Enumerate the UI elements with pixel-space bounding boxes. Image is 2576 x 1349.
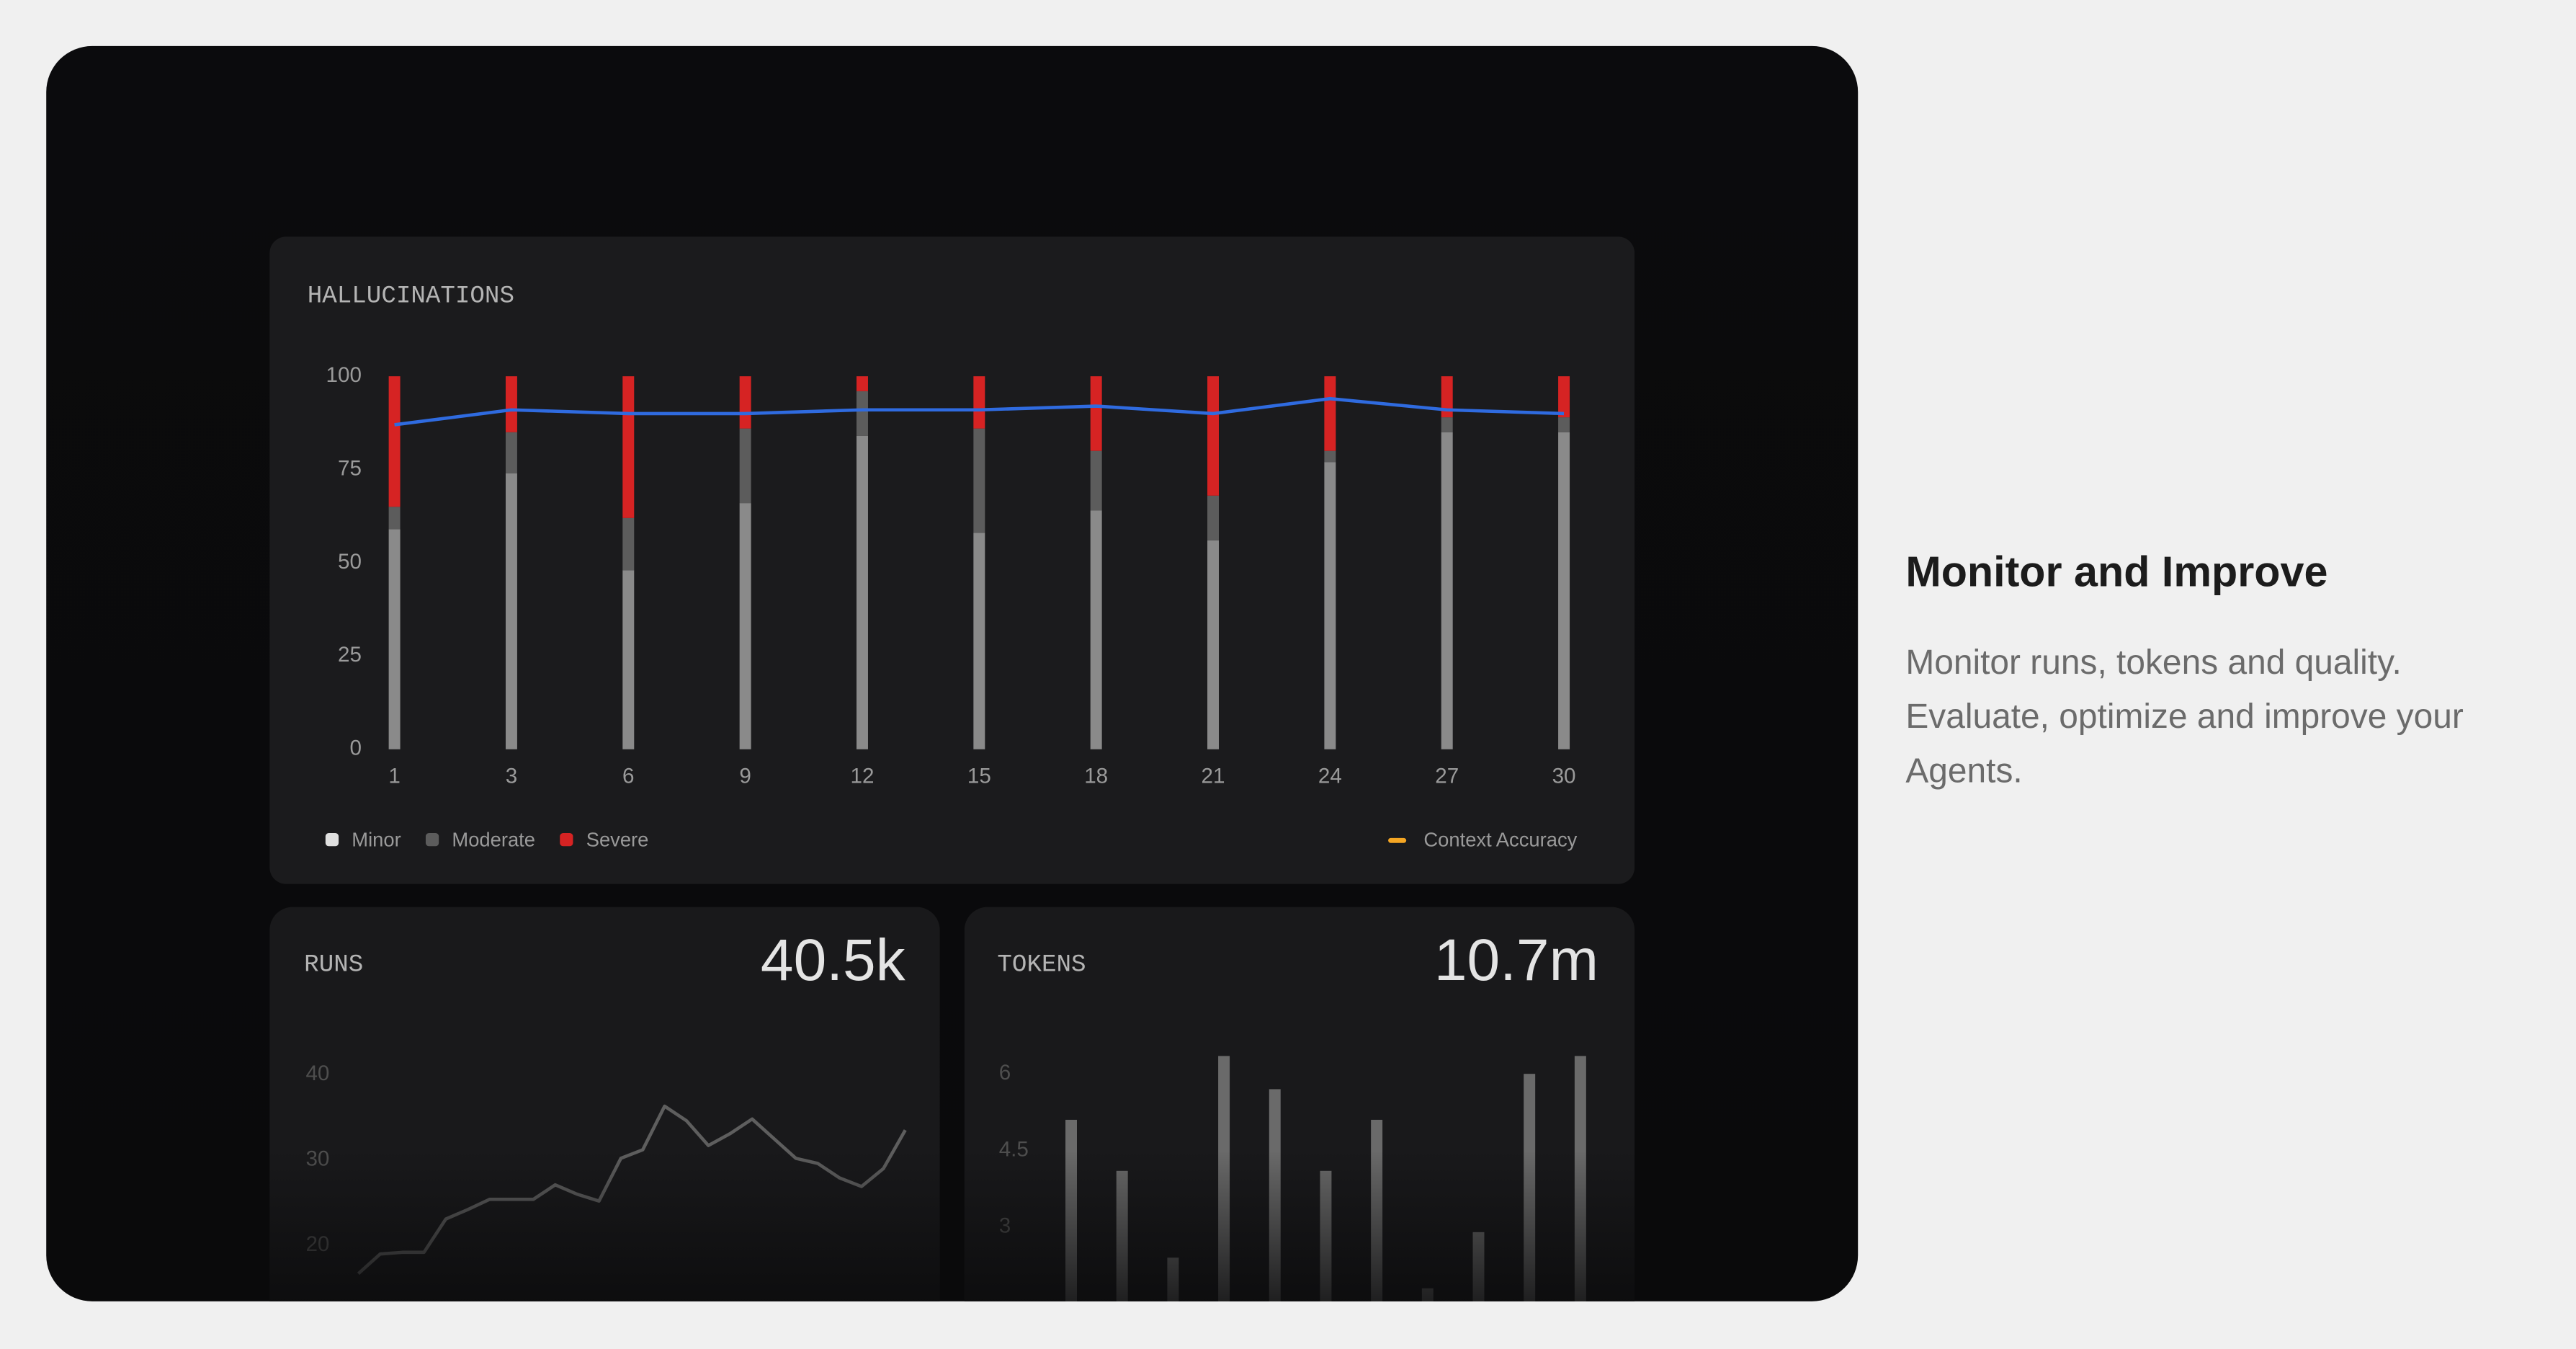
x-tick-label: 30	[1552, 764, 1576, 788]
bar-segment	[739, 428, 751, 504]
bar-segment	[622, 517, 635, 571]
y-tick-label: 25	[338, 643, 362, 667]
bar-segment	[857, 435, 868, 749]
x-tick-label: 21	[1202, 764, 1225, 788]
bar-segment	[1324, 462, 1336, 749]
y-tick-label: 40	[305, 1061, 329, 1085]
bar-segment	[622, 376, 635, 518]
bar-segment	[973, 376, 985, 429]
y-tick-label: 100	[326, 363, 362, 387]
fade	[269, 1150, 940, 1301]
bar-segment	[1441, 376, 1453, 418]
bar-segment	[1207, 495, 1220, 540]
bar-segment	[1441, 417, 1453, 432]
hallucinations-panel	[269, 236, 1635, 884]
bar-segment	[1558, 417, 1570, 432]
x-tick-label: 6	[622, 764, 634, 788]
x-tick-label: 27	[1435, 764, 1459, 788]
x-tick-label: 12	[851, 764, 875, 788]
bar-segment	[1207, 540, 1220, 749]
description: Monitor runs, tokens and quality. Evalua…	[1905, 644, 2464, 791]
bar-segment	[1324, 450, 1336, 463]
bar-segment	[739, 376, 751, 429]
bar-segment	[388, 507, 401, 530]
bar-segment	[622, 570, 635, 749]
fade	[964, 1150, 1635, 1301]
y-tick-label: 75	[338, 456, 362, 480]
bar-segment	[1558, 376, 1570, 418]
legend-label: Severe	[586, 829, 649, 851]
legend-swatch	[1388, 837, 1407, 843]
y-tick-label: 0	[350, 736, 362, 760]
bar-segment	[505, 473, 517, 749]
bar-segment	[1558, 432, 1570, 749]
legend-label: Context Accuracy	[1423, 829, 1577, 851]
legend-label: Minor	[352, 829, 401, 851]
y-tick-label: 50	[338, 550, 362, 574]
description-box: Monitor runs, tokens and quality. Evalua…	[1905, 644, 2464, 791]
bar-segment	[1090, 450, 1102, 511]
bar-segment	[1441, 432, 1453, 749]
x-tick-label: 18	[1084, 764, 1108, 788]
heading: Monitor and Improve	[1905, 548, 2327, 596]
x-tick-label: 15	[967, 764, 991, 788]
legend-swatch	[425, 833, 439, 847]
bar-segment	[1090, 376, 1102, 451]
chart-title: TOKENS	[997, 951, 1086, 979]
total-value: 40.5k	[761, 927, 906, 993]
x-tick-label: 1	[388, 764, 400, 788]
bar-segment	[1090, 510, 1102, 749]
bar-segment	[1324, 376, 1336, 451]
bar-segment	[973, 428, 985, 533]
bar-segment	[857, 391, 868, 436]
legend-swatch	[560, 833, 573, 847]
x-tick-label: 24	[1318, 764, 1342, 788]
accuracy-line	[394, 396, 1565, 427]
y-tick-label: 6	[999, 1061, 1011, 1085]
bar-segment	[505, 432, 517, 473]
bar-segment	[388, 376, 401, 507]
bar-segment	[739, 503, 751, 749]
bar-segment	[505, 376, 517, 432]
chart-title: RUNS	[304, 951, 363, 979]
x-tick-label: 3	[506, 764, 517, 788]
legend-label: Moderate	[452, 829, 535, 851]
chart-title: HALLUCINATIONS	[308, 282, 514, 310]
legend-swatch	[325, 833, 339, 847]
bar-segment	[973, 533, 985, 749]
bar-segment	[1207, 376, 1220, 496]
total-value: 10.7m	[1434, 927, 1598, 993]
bar-segment	[388, 529, 401, 749]
bar-segment	[857, 376, 868, 391]
x-tick-label: 9	[739, 764, 751, 788]
dashboard: HALLUCINATIONS 0 25 50 75 100 1 3 6 9 12 15 18 21 24 27…	[269, 236, 1635, 1301]
